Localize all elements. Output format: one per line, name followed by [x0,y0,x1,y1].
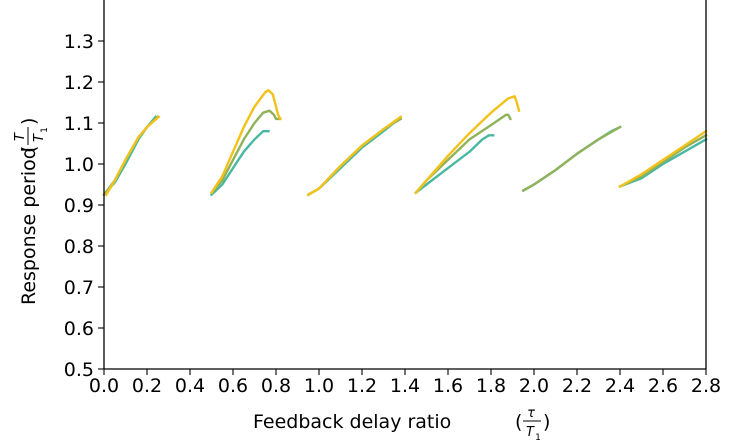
x-tick-label: 2.2 [562,375,592,397]
y-axis-label-text: Response period [18,147,40,305]
x-axis-label-text: Feedback delay ratio [253,411,451,433]
series-3-segment-5 [618,129,708,189]
axes-frame [103,0,707,370]
y-tick-label: 0.5 [64,359,94,381]
y-tick-label: 1.1 [64,113,94,135]
x-axis-label: Feedback delay ratio ( τ T 1 ) [253,406,550,443]
y-axis-label-close-paren: ) [18,118,40,125]
series-2-segment-2 [209,109,282,195]
series-1-segment-6 [618,137,708,189]
x-tick-label: 1.0 [304,375,334,397]
x-axis-label-close-paren: ) [543,411,550,433]
series-1-segment-4 [414,134,495,195]
y-tick-label: 1.2 [64,72,94,94]
y-axis-label-numerator: T [13,132,28,141]
y-axis-label-denominator: T [32,133,47,142]
x-tick-label: 1.4 [390,375,420,397]
x-axis-label-numerator: τ [527,406,535,421]
x-tick-label: 0.8 [261,375,291,397]
x-tick-label: 1.8 [476,375,506,397]
series-2-segment-3 [306,117,403,197]
x-axis-label-denominator-subscript: 1 [535,433,541,443]
x-tick-label: 1.2 [347,375,377,397]
y-tick-label: 0.6 [64,318,94,340]
x-tick-label: 2.0 [519,375,549,397]
y-axis-label-open-paren: ( [18,146,40,153]
y-axis-label: Response period ( T T 1 ) [13,118,50,305]
series-3-segment-2 [209,89,282,195]
y-tick-label: 0.7 [64,277,94,299]
x-tick-label: 0.0 [89,375,119,397]
series-1-segment-3 [306,117,401,197]
series-1-segment-2 [209,130,270,197]
y-tick-label: 1.0 [64,154,94,176]
x-tick-label: 2.4 [605,375,635,397]
x-axis: 0.0 0.2 0.4 0.6 0.8 1.0 1.2 1.4 1.6 1.8 2.0 2.2 2.4 2… [89,369,721,397]
series-3-segment-3 [306,115,403,197]
series-3-segment-4 [414,95,521,195]
y-axis: 0.5 0.6 0.7 0.8 0.9 1.0 1.1 1.2 1.3 [64,31,104,381]
x-axis-label-open-paren: ( [515,411,522,433]
x-tick-label: 0.4 [175,375,205,397]
y-tick-label: 0.9 [64,195,94,217]
x-tick-label: 1.6 [433,375,463,397]
x-tick-label: 2.6 [648,375,678,397]
y-tick-label: 0.8 [64,236,94,258]
x-tick-label: 0.2 [132,375,162,397]
y-axis-label-denominator-subscript: 1 [40,127,50,133]
y-tick-label: 1.3 [64,31,94,53]
x-tick-label: 2.8 [691,375,721,397]
x-axis-label-denominator: T [526,425,535,440]
plot-lines [102,89,708,197]
series-3-segment-1 [104,115,161,197]
x-tick-label: 0.6 [218,375,248,397]
series-2-segment-5 [521,125,622,193]
